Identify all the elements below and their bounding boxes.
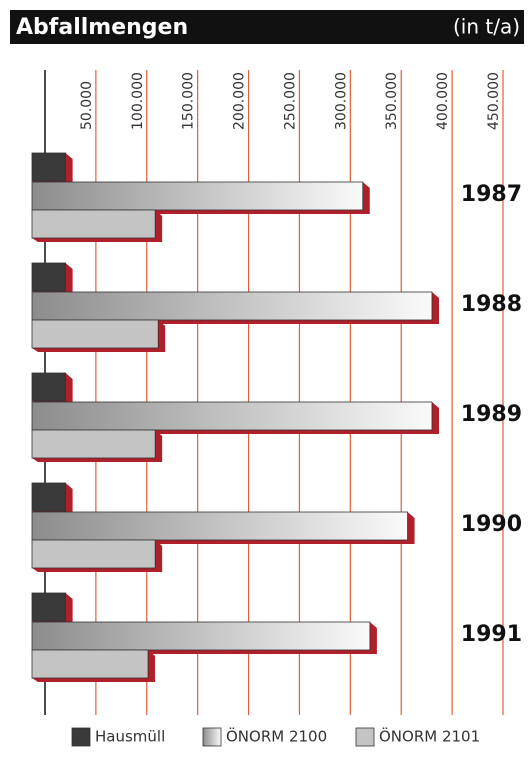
x-tick-label: 150.000 [181, 72, 197, 130]
x-tick-label: 200.000 [232, 72, 248, 130]
bar [31, 262, 66, 292]
x-tick-label: 250.000 [282, 72, 298, 130]
bar [31, 152, 66, 182]
x-tick-label: 350.000 [384, 72, 400, 130]
x-tick-label: 300.000 [333, 72, 349, 130]
bar [31, 291, 433, 321]
legend-swatch [202, 727, 222, 747]
bar [31, 649, 149, 679]
bar [31, 401, 433, 431]
x-tick-label: 50.000 [79, 81, 95, 130]
bar [31, 482, 66, 512]
chart-subtitle: (in t/a) [453, 15, 520, 39]
category-label: 1988 [461, 292, 522, 317]
legend-label: ÖNORM 2100 [226, 727, 327, 746]
x-tick-label: 100.000 [130, 72, 146, 130]
x-tick-label: 450.000 [486, 72, 502, 130]
bar [31, 319, 159, 349]
legend-swatch [355, 727, 375, 747]
category-label: 1989 [461, 402, 522, 427]
category-label: 1991 [461, 622, 522, 647]
x-tick-label: 400.000 [435, 72, 451, 130]
bar [31, 592, 66, 622]
chart-title: Abfallmengen [16, 15, 188, 40]
title-bar [10, 10, 524, 44]
legend-label: Hausmüll [95, 728, 165, 746]
bar [31, 372, 66, 402]
bar [31, 621, 371, 651]
bar [31, 181, 364, 211]
bar [31, 539, 156, 569]
legend-label: ÖNORM 2101 [379, 727, 480, 746]
bar [31, 511, 408, 541]
category-label: 1987 [461, 182, 522, 207]
bar [31, 209, 156, 239]
bar [31, 429, 156, 459]
legend-swatch [71, 727, 91, 747]
category-label: 1990 [461, 512, 522, 537]
